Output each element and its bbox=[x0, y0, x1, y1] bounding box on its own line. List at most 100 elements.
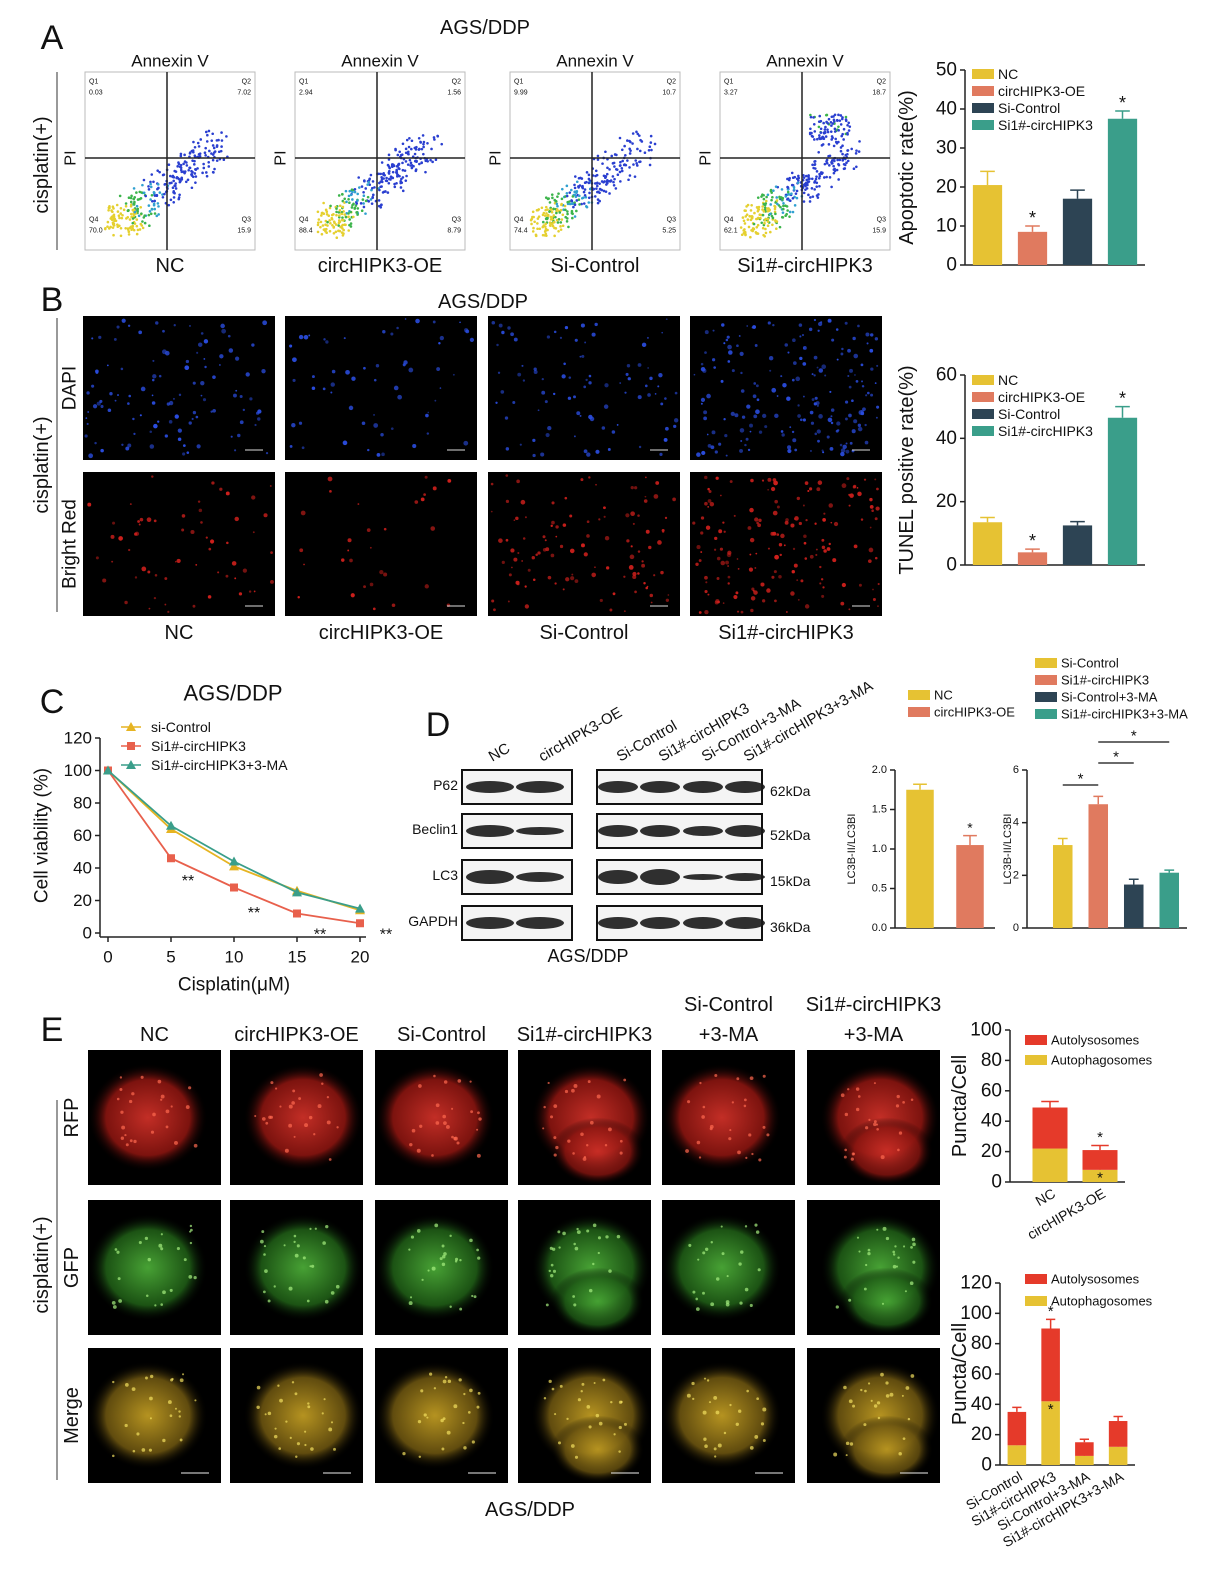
flow-dot bbox=[158, 191, 162, 194]
quadrant-value: 88.4 bbox=[299, 228, 313, 235]
cell-dot bbox=[132, 417, 135, 421]
cell-dot bbox=[780, 430, 784, 433]
flow-dot bbox=[217, 150, 221, 154]
cell-dot bbox=[184, 365, 190, 371]
cell-dot bbox=[740, 440, 743, 442]
flow-dot bbox=[405, 174, 408, 178]
cell-dot bbox=[757, 523, 761, 528]
flow-dot bbox=[401, 176, 405, 179]
flow-dot bbox=[825, 161, 829, 165]
flow-dot bbox=[341, 192, 344, 196]
cell-dot bbox=[713, 548, 717, 551]
flow-dot bbox=[779, 205, 782, 209]
puncta bbox=[867, 1252, 871, 1256]
flow-dot bbox=[544, 208, 547, 212]
cell-dot bbox=[852, 485, 856, 489]
puncta bbox=[545, 1303, 549, 1307]
cell-dot bbox=[625, 513, 630, 518]
puncta bbox=[728, 1137, 732, 1141]
flow-dot bbox=[852, 167, 856, 171]
flow-dot bbox=[553, 234, 556, 238]
legend-swatch bbox=[972, 426, 994, 436]
cell-dot bbox=[342, 440, 348, 446]
cell-dot bbox=[84, 434, 88, 438]
cell-dot bbox=[727, 565, 729, 567]
flow-dot bbox=[335, 207, 338, 210]
cell-dot bbox=[86, 422, 89, 426]
puncta bbox=[713, 1447, 717, 1451]
cell-dot bbox=[758, 430, 763, 434]
cell-dot bbox=[232, 393, 237, 398]
puncta bbox=[709, 1124, 714, 1129]
error-bar bbox=[980, 516, 995, 523]
puncta bbox=[870, 1399, 873, 1402]
flow-dot bbox=[571, 195, 575, 198]
puncta bbox=[295, 1455, 298, 1458]
puncta bbox=[738, 1262, 742, 1266]
flow-dot bbox=[387, 177, 391, 181]
cell-dot bbox=[96, 401, 101, 406]
flow-dot bbox=[564, 215, 568, 219]
flow-dot bbox=[649, 134, 653, 138]
flow-dot bbox=[818, 184, 821, 188]
cell-dot bbox=[791, 378, 795, 382]
flow-dot bbox=[829, 120, 833, 124]
puncta bbox=[162, 1438, 166, 1443]
flow-dot bbox=[148, 224, 151, 228]
puncta bbox=[140, 1075, 144, 1079]
puncta bbox=[174, 1407, 177, 1410]
flow-dot bbox=[824, 113, 828, 117]
cell-dot bbox=[809, 449, 813, 453]
band bbox=[516, 781, 564, 793]
flow-dot bbox=[382, 172, 385, 175]
flow-dot bbox=[117, 214, 121, 217]
error-bar bbox=[1113, 1415, 1123, 1422]
cell-dot bbox=[728, 350, 733, 355]
cell-dot bbox=[583, 449, 588, 454]
flow-dot bbox=[577, 198, 581, 201]
puncta bbox=[558, 1246, 561, 1249]
flow-dot bbox=[564, 208, 567, 212]
column-label: NC bbox=[165, 622, 194, 644]
flow-dot bbox=[179, 166, 183, 170]
cell-dot bbox=[430, 526, 436, 531]
puncta bbox=[179, 1438, 183, 1442]
puncta bbox=[296, 1442, 301, 1446]
flow-dot bbox=[371, 193, 375, 197]
flow-dot bbox=[544, 225, 547, 228]
puncta bbox=[885, 1394, 890, 1398]
flow-dot bbox=[131, 217, 135, 220]
flow-dot bbox=[357, 176, 360, 179]
flow-dot bbox=[775, 227, 778, 230]
cell-dot bbox=[254, 423, 257, 427]
cell-dot bbox=[773, 570, 777, 574]
band bbox=[725, 781, 765, 793]
cell-dot bbox=[874, 556, 878, 560]
flow-dot bbox=[135, 232, 139, 236]
flow-dot bbox=[788, 199, 792, 203]
flow-dot bbox=[167, 203, 171, 207]
flow-dot bbox=[786, 198, 789, 201]
puncta bbox=[262, 1290, 266, 1294]
puncta bbox=[112, 1380, 115, 1384]
cell-dot bbox=[86, 391, 90, 395]
band bbox=[598, 825, 638, 837]
flow-dot bbox=[577, 185, 580, 188]
cell-dot bbox=[595, 483, 597, 486]
cell-dot bbox=[87, 502, 92, 507]
puncta bbox=[576, 1227, 579, 1231]
flow-dot bbox=[781, 198, 784, 201]
cell-dot bbox=[637, 550, 641, 553]
puncta bbox=[571, 1088, 575, 1093]
cell-dot bbox=[452, 373, 455, 376]
flow-dot bbox=[584, 195, 588, 199]
y-tick-label: 80 bbox=[73, 794, 92, 813]
flow-dot bbox=[158, 170, 161, 174]
cell-dot bbox=[762, 413, 767, 419]
flow-dot bbox=[750, 203, 753, 207]
cell-dot bbox=[630, 545, 633, 548]
cell-dot bbox=[149, 430, 153, 434]
flow-dot bbox=[786, 190, 790, 194]
puncta bbox=[131, 1092, 135, 1096]
flow-dot bbox=[802, 200, 806, 203]
